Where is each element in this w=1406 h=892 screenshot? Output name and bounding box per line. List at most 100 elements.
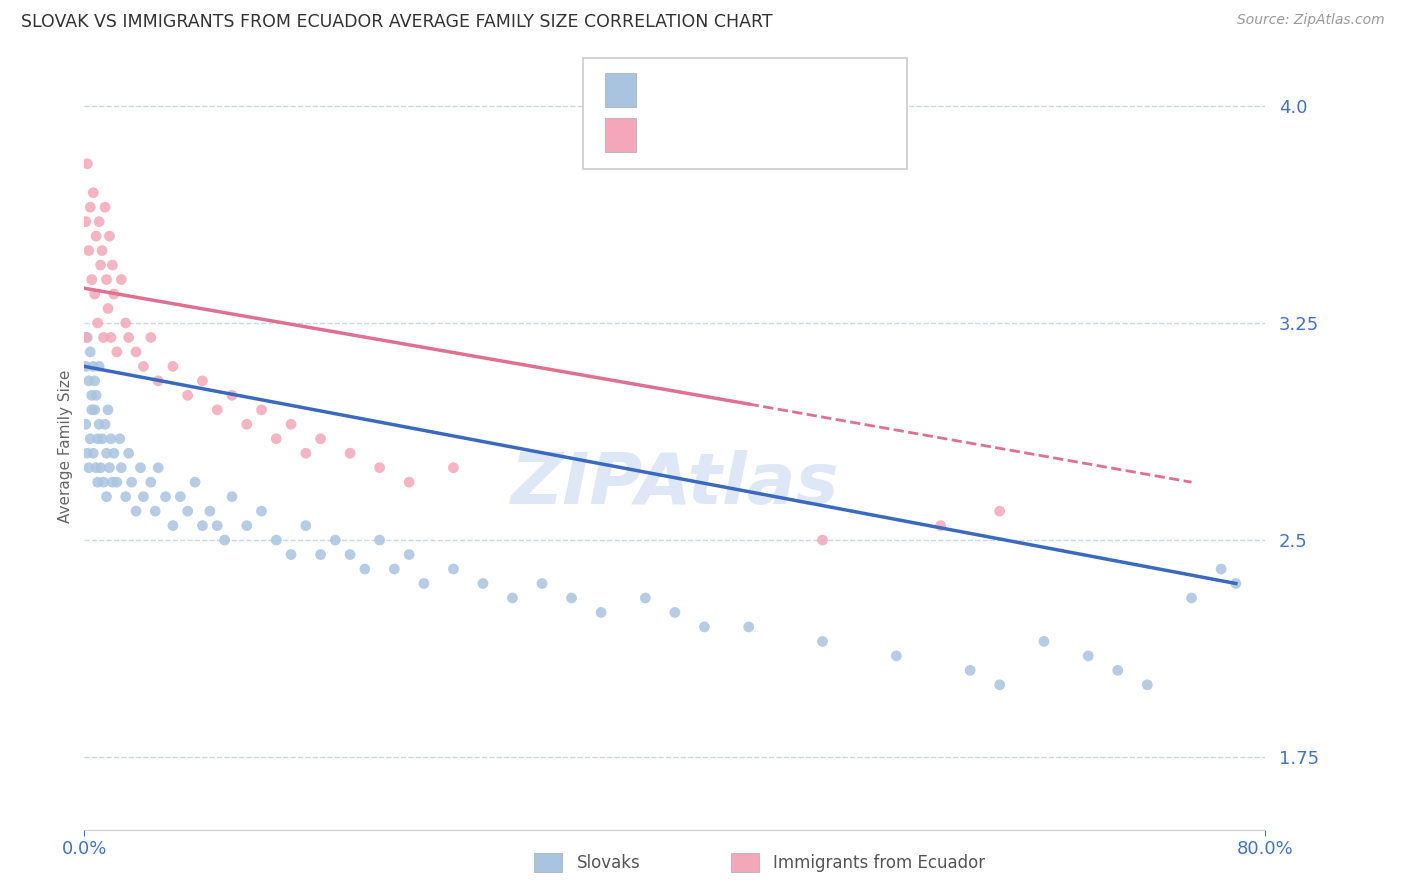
Point — [443, 562, 465, 576]
Point — [295, 446, 318, 460]
Point — [413, 576, 436, 591]
Point — [207, 402, 229, 417]
Point — [309, 548, 332, 562]
Text: 47: 47 — [793, 126, 818, 144]
Point — [139, 330, 162, 344]
Point — [207, 518, 229, 533]
Point — [101, 258, 124, 272]
Point — [354, 562, 377, 576]
Text: 87: 87 — [793, 81, 818, 99]
Point — [86, 432, 108, 446]
Point — [83, 287, 105, 301]
Point — [93, 330, 115, 344]
Text: R =: R = — [652, 81, 692, 99]
Point — [191, 518, 214, 533]
Point — [169, 490, 191, 504]
Point — [738, 620, 761, 634]
Point — [77, 374, 100, 388]
Point — [87, 359, 111, 374]
Point — [988, 504, 1011, 518]
Point — [80, 402, 103, 417]
Point — [94, 417, 117, 432]
Point — [82, 359, 104, 374]
Point — [1136, 678, 1159, 692]
Point — [139, 475, 162, 490]
Y-axis label: Average Family Size: Average Family Size — [58, 369, 73, 523]
Text: Slovaks: Slovaks — [576, 854, 640, 871]
Point — [214, 533, 236, 547]
Point — [129, 460, 152, 475]
Point — [561, 591, 583, 605]
Point — [90, 258, 112, 272]
Point — [105, 345, 128, 359]
Point — [634, 591, 657, 605]
Point — [148, 460, 170, 475]
Point — [250, 504, 273, 518]
Point — [83, 402, 105, 417]
Point — [82, 186, 104, 200]
Point — [339, 446, 361, 460]
Point — [105, 475, 128, 490]
Point — [368, 533, 391, 547]
Point — [811, 634, 834, 648]
Point — [87, 214, 111, 228]
Point — [75, 359, 97, 374]
Point — [75, 417, 97, 432]
Text: ZIPAtlas: ZIPAtlas — [510, 450, 839, 519]
Point — [86, 316, 108, 330]
Point — [1033, 634, 1056, 648]
Point — [266, 533, 288, 547]
Text: R =: R = — [652, 126, 692, 144]
Point — [295, 518, 318, 533]
Point — [82, 446, 104, 460]
Point — [84, 460, 107, 475]
Text: Source: ZipAtlas.com: Source: ZipAtlas.com — [1237, 13, 1385, 28]
Point — [91, 432, 114, 446]
Point — [591, 606, 613, 620]
Point — [86, 475, 108, 490]
Point — [114, 316, 136, 330]
Point — [125, 345, 148, 359]
Point — [103, 446, 125, 460]
Point — [110, 272, 132, 286]
Point — [76, 446, 98, 460]
Point — [90, 460, 112, 475]
Point — [96, 446, 118, 460]
Point — [76, 157, 98, 171]
Point — [531, 576, 554, 591]
Point — [100, 432, 122, 446]
Point — [959, 664, 981, 678]
Point — [75, 330, 97, 344]
Point — [79, 200, 101, 214]
Point — [75, 214, 97, 228]
Point — [77, 244, 100, 258]
Point — [280, 548, 302, 562]
Point — [84, 229, 107, 244]
Point — [98, 229, 121, 244]
Point — [929, 518, 952, 533]
Point — [664, 606, 686, 620]
Point — [368, 460, 391, 475]
Point — [87, 417, 111, 432]
Point — [100, 330, 122, 344]
Point — [886, 648, 908, 663]
Point — [79, 345, 101, 359]
Text: N =: N = — [748, 126, 800, 144]
Point — [91, 244, 114, 258]
Point — [1077, 648, 1099, 663]
Point — [382, 562, 406, 576]
Point — [96, 272, 118, 286]
Point — [811, 533, 834, 547]
Point — [236, 518, 259, 533]
Point — [1211, 562, 1233, 576]
Point — [79, 432, 101, 446]
Point — [501, 591, 523, 605]
Point — [148, 374, 170, 388]
Point — [101, 475, 124, 490]
Point — [443, 460, 465, 475]
Point — [83, 374, 105, 388]
Text: Immigrants from Ecuador: Immigrants from Ecuador — [773, 854, 986, 871]
Point — [988, 678, 1011, 692]
Point — [77, 460, 100, 475]
Text: N =: N = — [748, 81, 800, 99]
